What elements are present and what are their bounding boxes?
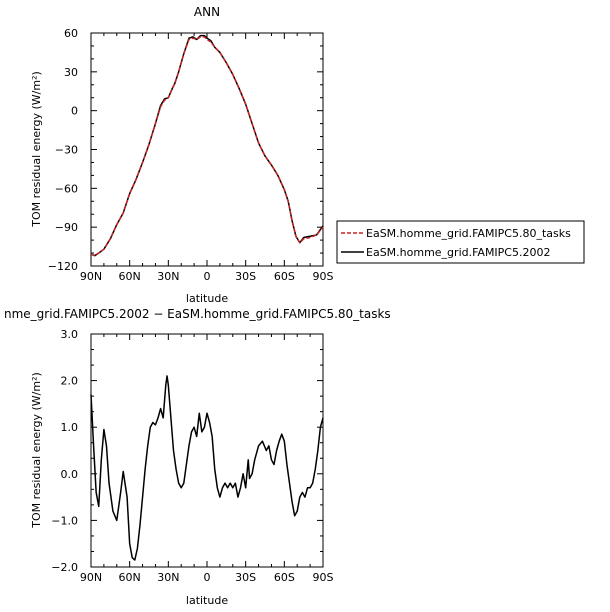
top-chart-title: ANN [194, 5, 220, 19]
y-tick-label: 2.0 [61, 375, 79, 388]
top-x-ticks: 90N 60N 30N 0 30S 60S 90S [80, 33, 334, 283]
legend-label-2002: EaSM.homme_grid.FAMIPC5.2002 [366, 246, 550, 259]
series-line-1 [90, 34, 324, 257]
bottom-chart: nme_grid.FAMIPC5.2002 − EaSM.homme_grid.… [4, 307, 391, 607]
series-line-0 [90, 36, 324, 257]
y-tick-label: 0.0 [61, 468, 79, 481]
top-chart: ANN 90N 60N 30N 0 30S 60S 90S 60 30 0 −30 −60 −90 −1… [30, 5, 585, 305]
series-line-0 [90, 375, 324, 561]
x-tick-label: 0 [204, 270, 211, 283]
y-tick-label: −2.0 [51, 561, 78, 574]
x-tick-label: 30S [235, 270, 256, 283]
x-tick-label: 30S [235, 571, 256, 584]
bottom-plot-frame [90, 333, 324, 568]
y-tick-label: −1.0 [51, 514, 78, 527]
x-tick-label: 90N [80, 571, 102, 584]
legend-label-80-tasks: EaSM.homme_grid.FAMIPC5.80_tasks [366, 227, 571, 240]
x-tick-label: 90N [80, 270, 102, 283]
x-tick-label: 60S [274, 571, 295, 584]
bottom-y-axis-label: TOM residual energy (W/m²) [30, 372, 43, 529]
legend-box [336, 220, 585, 264]
x-tick-label: 60N [119, 270, 141, 283]
y-tick-label: 60 [64, 27, 78, 40]
y-tick-label: −30 [55, 144, 78, 157]
bottom-x-axis-label: latitude [186, 594, 228, 607]
bottom-chart-title: nme_grid.FAMIPC5.2002 − EaSM.homme_grid.… [4, 307, 391, 321]
bottom-x-ticks: 90N 60N 30N 0 30S 60S 90S [80, 334, 334, 584]
y-tick-label: 3.0 [61, 328, 79, 341]
x-tick-label: 30N [157, 571, 179, 584]
y-tick-label: 30 [64, 66, 78, 79]
x-tick-label: 60S [274, 270, 295, 283]
y-tick-label: 1.0 [61, 421, 79, 434]
top-plot-frame [90, 32, 324, 267]
y-tick-label: −120 [48, 260, 78, 273]
x-tick-label: 90S [313, 270, 334, 283]
y-tick-label: −90 [55, 221, 78, 234]
x-tick-label: 30N [157, 270, 179, 283]
legend: EaSM.homme_grid.FAMIPC5.80_tasks EaSM.ho… [336, 220, 585, 264]
y-tick-label: −60 [55, 182, 78, 195]
bottom-series-lines [90, 375, 324, 561]
top-y-axis-label: TOM residual energy (W/m²) [30, 71, 43, 228]
x-tick-label: 0 [204, 571, 211, 584]
bottom-y-ticks: 3.0 2.0 1.0 0.0 −1.0 −2.0 [51, 328, 323, 574]
top-y-ticks: 60 30 0 −30 −60 −90 −120 [48, 27, 323, 273]
top-x-axis-label: latitude [186, 292, 228, 305]
top-series-lines [90, 34, 324, 257]
x-tick-label: 90S [313, 571, 334, 584]
x-tick-label: 60N [119, 571, 141, 584]
y-tick-label: 0 [71, 105, 78, 118]
